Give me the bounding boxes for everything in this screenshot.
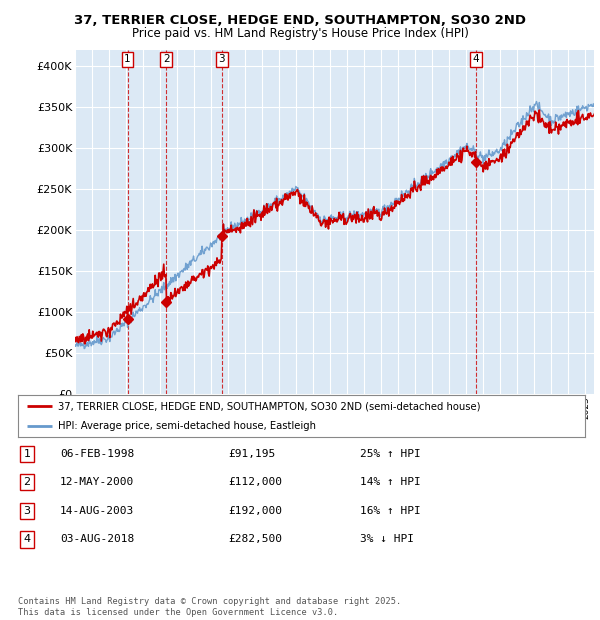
Text: 03-AUG-2018: 03-AUG-2018 <box>60 534 134 544</box>
Text: 14-AUG-2003: 14-AUG-2003 <box>60 506 134 516</box>
Text: 37, TERRIER CLOSE, HEDGE END, SOUTHAMPTON, SO30 2ND (semi-detached house): 37, TERRIER CLOSE, HEDGE END, SOUTHAMPTO… <box>58 401 480 411</box>
Text: 14% ↑ HPI: 14% ↑ HPI <box>360 477 421 487</box>
Text: 2: 2 <box>23 477 31 487</box>
Text: Price paid vs. HM Land Registry's House Price Index (HPI): Price paid vs. HM Land Registry's House … <box>131 27 469 40</box>
Text: 25% ↑ HPI: 25% ↑ HPI <box>360 449 421 459</box>
Text: £91,195: £91,195 <box>228 449 275 459</box>
Text: 1: 1 <box>23 449 31 459</box>
Text: 4: 4 <box>23 534 31 544</box>
Text: 3% ↓ HPI: 3% ↓ HPI <box>360 534 414 544</box>
Text: 37, TERRIER CLOSE, HEDGE END, SOUTHAMPTON, SO30 2ND: 37, TERRIER CLOSE, HEDGE END, SOUTHAMPTO… <box>74 14 526 27</box>
Text: 4: 4 <box>473 55 479 64</box>
Text: 12-MAY-2000: 12-MAY-2000 <box>60 477 134 487</box>
Text: 3: 3 <box>23 506 31 516</box>
Text: £192,000: £192,000 <box>228 506 282 516</box>
Text: £282,500: £282,500 <box>228 534 282 544</box>
Text: Contains HM Land Registry data © Crown copyright and database right 2025.
This d: Contains HM Land Registry data © Crown c… <box>18 598 401 617</box>
Text: HPI: Average price, semi-detached house, Eastleigh: HPI: Average price, semi-detached house,… <box>58 421 316 431</box>
Text: £112,000: £112,000 <box>228 477 282 487</box>
Text: 16% ↑ HPI: 16% ↑ HPI <box>360 506 421 516</box>
Text: 1: 1 <box>124 55 131 64</box>
Text: 3: 3 <box>218 55 225 64</box>
Text: 06-FEB-1998: 06-FEB-1998 <box>60 449 134 459</box>
Text: 2: 2 <box>163 55 170 64</box>
